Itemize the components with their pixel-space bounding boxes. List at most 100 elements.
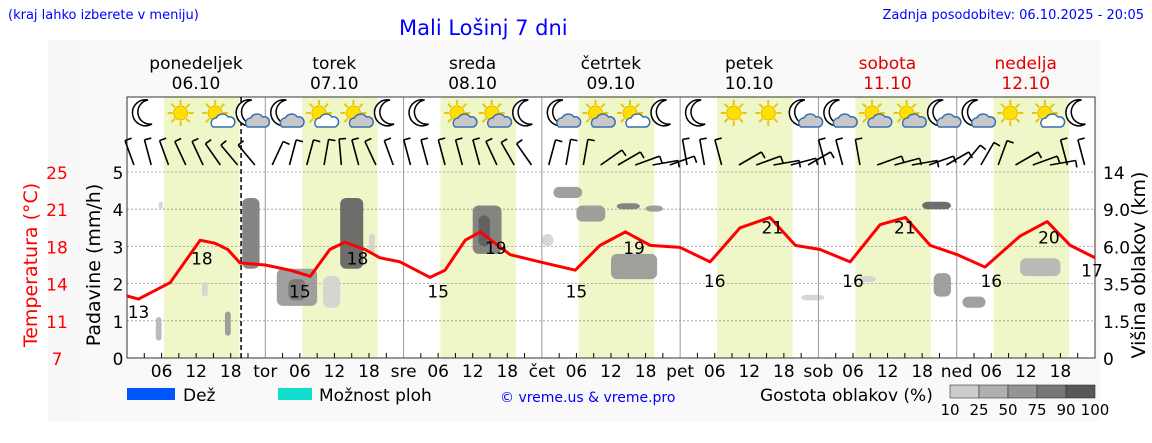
wind-barb [472, 139, 481, 166]
hour-tick: 06 [842, 362, 864, 382]
density-level: 10 [940, 401, 959, 419]
day-date: 07.10 [310, 74, 359, 94]
wind-barb [204, 143, 221, 166]
cloud-patch [645, 205, 663, 212]
wind-barb-flag [220, 139, 227, 146]
cloud-height-tick: 9.0 [1103, 201, 1130, 221]
wind-barb [1059, 139, 1069, 166]
cloud-patch [801, 294, 825, 301]
wind-barb-flag [1006, 139, 1014, 144]
wind-barb-flag [296, 139, 304, 143]
wind-barb [714, 139, 723, 166]
precip-tick: 5 [113, 164, 124, 184]
menu-hint[interactable]: (kraj lahko izberete v meniju) [8, 8, 199, 23]
sun-cloud-icon [859, 100, 893, 128]
sun-cloud-icon [582, 100, 616, 128]
temp-label: 15 [289, 282, 311, 302]
wind-barb-flag [693, 155, 698, 163]
moon-cloud-icon [961, 99, 997, 128]
wind-barb-flag [835, 137, 843, 141]
temp-label: 20 [1038, 229, 1060, 249]
hour-tick: 06 [704, 362, 726, 382]
wind-barb [220, 144, 239, 166]
daylight-band [993, 97, 1070, 358]
copyright-link[interactable]: © vreme.us & vreme.pro [500, 390, 675, 406]
density-level: 25 [969, 401, 988, 419]
cloud-patch [201, 282, 208, 297]
day-name: petek [725, 54, 773, 74]
last-updated: Zadnja posodobitev: 06.10.2025 - 20:05 [882, 8, 1144, 23]
wind-barb-flag [979, 144, 987, 151]
moon-icon [408, 99, 429, 127]
plot-border [126, 96, 1096, 359]
day-name: torek [312, 54, 356, 74]
hour-tick: 18 [635, 362, 657, 382]
cloud-height-tick: 3.5 [1103, 276, 1130, 296]
cloud-patch [553, 186, 583, 199]
density-swatch [949, 384, 980, 399]
moon-icon [684, 99, 706, 127]
rain-legend-label: Dež [183, 386, 216, 406]
wind-barb-flag [968, 151, 974, 159]
wind-barb [420, 139, 429, 166]
temp-tick: 21 [46, 201, 68, 221]
moon-icon [131, 99, 153, 127]
cloud-patch [340, 198, 364, 269]
hour-tick: 12 [462, 362, 484, 382]
wind-barb [515, 143, 533, 166]
wind-barb [894, 157, 920, 166]
wind-barb [773, 159, 800, 166]
wind-barb [928, 155, 954, 166]
wind-barb [876, 155, 902, 166]
cloud-patch [858, 276, 877, 283]
moon-cloud-icon [788, 99, 824, 128]
precip-axis-label: Padavine (mm/h) [83, 184, 105, 347]
cloud-patch [158, 201, 163, 210]
hour-tick: 06 [566, 362, 588, 382]
wind-barb [681, 139, 688, 166]
wind-barb-flag [1037, 151, 1043, 159]
day-abbr-tick: pet [666, 362, 694, 382]
cloud-patch [576, 205, 606, 222]
moon-cloud-icon [546, 99, 582, 128]
hour-tick: 12 [877, 362, 899, 382]
moon-cloud-icon [926, 99, 962, 128]
wind-barb-flag [587, 138, 595, 142]
wind-barb-flag [658, 155, 663, 163]
temp-label: 15 [427, 282, 449, 302]
hour-tick: 06 [427, 362, 449, 382]
wind-barb [582, 139, 589, 166]
cloud-height-tick: 0 [1103, 350, 1114, 370]
wind-barb [617, 151, 641, 166]
sun-icon [997, 100, 1024, 126]
wind-barb [565, 139, 572, 166]
cloud-patch [962, 296, 986, 308]
wind-barb [143, 139, 152, 166]
showers-legend-label: Možnost ploh [319, 386, 432, 406]
day-date: 08.10 [448, 74, 497, 94]
wind-barb [351, 139, 360, 166]
day-abbr-tick: sob [803, 362, 833, 382]
precip-tick: 2 [113, 276, 124, 296]
day-date: 11.10 [863, 74, 912, 94]
hour-tick: 12 [738, 362, 760, 382]
wind-barb-flag [282, 140, 290, 146]
day-name: četrtek [581, 54, 642, 74]
daylight-band [855, 97, 931, 358]
day-abbr-tick: čet [529, 362, 556, 382]
wind-barb [191, 141, 204, 166]
moon-cloud-icon [235, 99, 271, 128]
cloud-patch [242, 198, 260, 269]
wind-barb-flag [993, 141, 1001, 147]
wind-barb-flag [1077, 137, 1085, 141]
moon-cloud-icon [823, 99, 858, 128]
wind-barb [699, 139, 706, 166]
cloud-patch [611, 253, 658, 280]
wind-barb [600, 149, 623, 166]
wind-barb [124, 140, 135, 166]
moon-icon [512, 99, 533, 127]
daylight-band [302, 97, 378, 358]
wind-barb [364, 141, 377, 166]
page-title: Mali Lošinj 7 dni [399, 16, 568, 40]
